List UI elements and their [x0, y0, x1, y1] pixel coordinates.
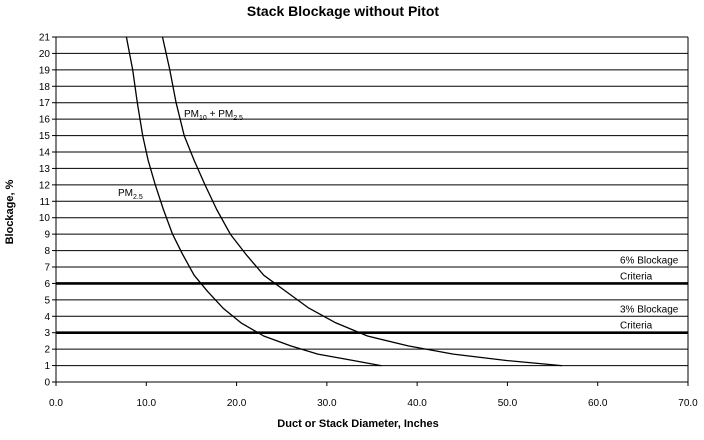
y-tick-label: 2: [44, 345, 50, 356]
series-lines: [125, 36, 563, 367]
y-tick-label: 21: [39, 33, 51, 44]
x-tick-label: 30.0: [317, 398, 337, 409]
series-label-subscript: 10: [199, 115, 207, 122]
grid-lines: [56, 36, 688, 367]
criteria-label-sub: Criteria: [620, 321, 653, 332]
y-tick-label: 5: [44, 295, 50, 306]
y-tick-label: 8: [44, 246, 50, 257]
series-label-pm25: PM2.5: [118, 188, 143, 201]
x-tick-label: 40.0: [407, 398, 427, 409]
series-label-pm10-pm25: PM10 + PM2.5: [184, 109, 243, 122]
criteria-label: 6% Blockage: [620, 255, 679, 266]
y-tick-label: 19: [39, 65, 51, 76]
x-tick-label: 20.0: [227, 398, 247, 409]
series-label-text: PM: [118, 188, 133, 199]
series-line-1: [125, 36, 382, 367]
x-tick-label: 0.0: [49, 398, 63, 409]
y-tick-label: 4: [44, 312, 50, 323]
x-tick-label: 50.0: [498, 398, 518, 409]
y-tick-label: 6: [44, 279, 50, 290]
y-tick-label: 3: [44, 328, 50, 339]
x-axis-label: Duct or Stack Diameter, Inches: [277, 418, 438, 430]
series-label-text: PM: [184, 109, 199, 120]
series-line-2: [161, 36, 563, 367]
y-tick-label: 1: [44, 361, 50, 372]
x-tick-label: 70.0: [678, 398, 698, 409]
y-tick-label: 9: [44, 230, 50, 241]
y-tick-label: 7: [44, 263, 50, 274]
y-tick-label: 16: [39, 115, 51, 126]
series-label-subscript: 2.5: [133, 194, 143, 201]
y-tick-label: 11: [40, 197, 51, 208]
y-axis-label: Blockage, %: [4, 179, 16, 244]
y-tick-label: 0: [44, 378, 50, 389]
y-tick-label: 20: [39, 49, 51, 60]
criteria-label-sub: Criteria: [620, 271, 653, 282]
x-tick-label: 60.0: [588, 398, 608, 409]
series-label-subscript: 2.5: [233, 115, 243, 122]
y-tick-label: 14: [39, 148, 51, 159]
y-tick-label: 15: [39, 131, 51, 142]
y-tick-label: 13: [39, 164, 51, 175]
criteria-label: 3% Blockage: [620, 305, 679, 316]
series-label-text: + PM: [207, 109, 233, 120]
x-tick-label: 10.0: [137, 398, 157, 409]
criteria-lines: 6% Blockage Criteria 3% Blockage Criteria: [56, 255, 688, 335]
y-tick-label: 17: [39, 98, 51, 109]
chart-title: Stack Blockage without Pitot: [247, 3, 439, 19]
y-tick-label: 10: [39, 213, 51, 224]
y-tick-label: 12: [39, 180, 51, 191]
y-tick-label: 18: [39, 82, 51, 93]
